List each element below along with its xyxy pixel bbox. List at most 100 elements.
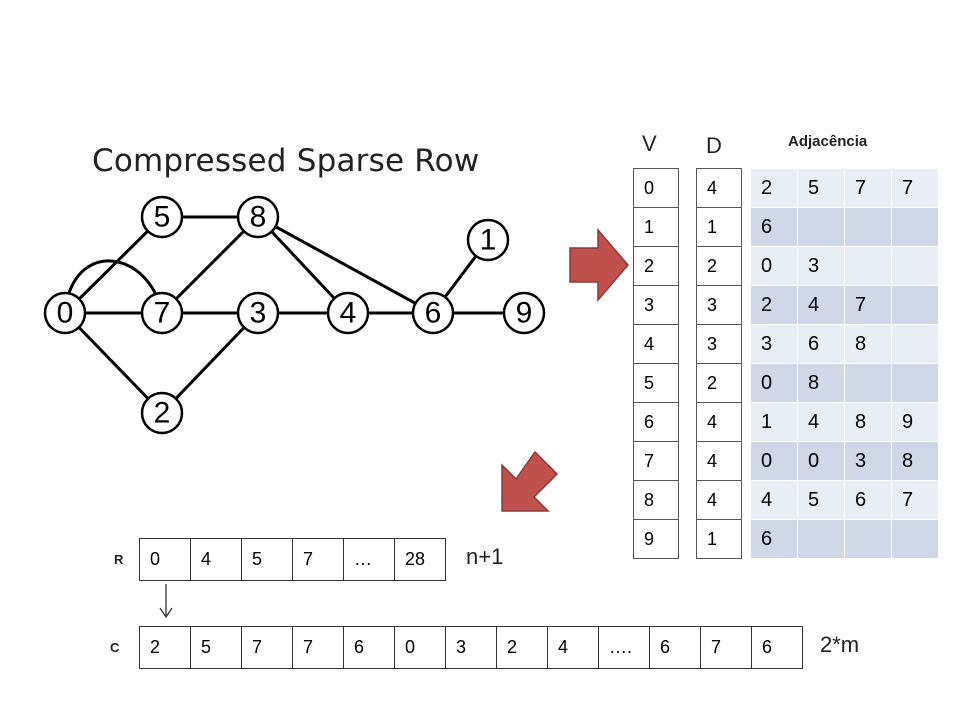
degree-row: 4 xyxy=(696,441,742,481)
degree-cell: 2 xyxy=(696,363,742,403)
vertex-cell: 0 xyxy=(633,168,679,208)
adjacency-row: 6 xyxy=(750,519,939,559)
vertex-row: 1 xyxy=(633,207,679,247)
adjacency-cell: 5 xyxy=(797,480,845,520)
adjacency-cell: 7 xyxy=(891,480,939,520)
svg-text:1: 1 xyxy=(480,224,497,257)
adjacency-cell: 6 xyxy=(797,324,845,364)
degree-column-header: D xyxy=(706,133,722,158)
block-arrow-down-left-icon xyxy=(501,450,559,512)
adjacency-cell: 0 xyxy=(750,246,798,286)
c-array-cell: 2 xyxy=(139,626,191,669)
graph-node-0: 0 xyxy=(43,291,87,335)
adjacency-cell xyxy=(844,519,892,559)
adjacency-cell xyxy=(891,285,939,325)
adjacency-cell: 2 xyxy=(750,285,798,325)
vertex-cell: 8 xyxy=(633,480,679,520)
degree-cell: 1 xyxy=(696,207,742,247)
adjacency-header: Adjacência xyxy=(788,133,868,150)
degree-row: 3 xyxy=(696,285,742,325)
c-array-cell: 7 xyxy=(241,626,293,669)
adjacency-cell: 4 xyxy=(750,480,798,520)
svg-text:9: 9 xyxy=(516,297,533,330)
adjacency-cell: 1 xyxy=(750,402,798,442)
graph-node-6: 6 xyxy=(411,291,455,335)
adjacency-cell: 6 xyxy=(750,207,798,247)
vertex-row: 6 xyxy=(633,402,679,442)
vertex-column-header: V xyxy=(642,131,657,156)
degree-cell: 4 xyxy=(696,480,742,520)
vertex-row: 9 xyxy=(633,519,679,559)
edge-8-4 xyxy=(256,215,350,315)
c-array-cell: 6 xyxy=(751,626,803,669)
c-array-cell: 7 xyxy=(292,626,344,669)
c-array-note: 2*m xyxy=(820,632,860,657)
degree-cell: 4 xyxy=(696,441,742,481)
c-array-table: 2 5 7 7 6 0 3 2 4…. 6 7 6 xyxy=(139,626,803,669)
adjacency-cell: 7 xyxy=(891,168,939,208)
graph-node-9: 9 xyxy=(502,291,546,335)
graph-nodes: 0 7 3 4 6 9 5 8 1 2 xyxy=(43,195,546,435)
edge-8-6 xyxy=(257,215,434,315)
r-array-cell: 0 xyxy=(139,538,191,581)
adjacency-cell: 3 xyxy=(750,324,798,364)
r-array-cell: … xyxy=(343,538,395,581)
vertex-row: 2 xyxy=(633,246,679,286)
c-array-cell: 0 xyxy=(394,626,446,669)
adjacency-cell xyxy=(891,363,939,403)
vertex-cell: 3 xyxy=(633,285,679,325)
adjacency-cell: 0 xyxy=(797,441,845,481)
adjacency-cell xyxy=(891,324,939,364)
c-array-cell: 2 xyxy=(496,626,548,669)
c-array-cell: 7 xyxy=(700,626,752,669)
adjacency-cell: 9 xyxy=(891,402,939,442)
adjacency-cell xyxy=(844,207,892,247)
c-array-cell: 4 xyxy=(547,626,599,669)
edge-0-2 xyxy=(63,311,164,415)
svg-text:3: 3 xyxy=(250,297,267,330)
graph-node-1: 1 xyxy=(466,218,510,262)
adjacency-cell: 3 xyxy=(844,441,892,481)
degree-row: 4 xyxy=(696,402,742,442)
adjacency-cell: 0 xyxy=(750,363,798,403)
vertex-cell: 6 xyxy=(633,402,679,442)
adjacency-cell: 6 xyxy=(844,480,892,520)
r-array-note: n+1 xyxy=(466,544,504,569)
c-array-cell: …. xyxy=(598,626,650,669)
vertex-cell: 9 xyxy=(633,519,679,559)
degree-row: 4 xyxy=(696,168,742,208)
svg-text:6: 6 xyxy=(425,297,442,330)
adjacency-cell xyxy=(797,519,845,559)
svg-text:2: 2 xyxy=(154,397,171,430)
adjacency-cell: 8 xyxy=(844,324,892,364)
r-array-row: 0 4 5 7… 28 xyxy=(139,538,446,581)
degree-cell: 4 xyxy=(696,402,742,442)
adjacency-cell: 4 xyxy=(797,402,845,442)
r-array-label: R xyxy=(114,552,124,567)
c-array-label: C xyxy=(110,640,120,655)
r-array-cell: 7 xyxy=(292,538,344,581)
adjacency-cell: 3 xyxy=(797,246,845,286)
vertex-row: 0 xyxy=(633,168,679,208)
c-array-cell: 5 xyxy=(190,626,242,669)
degree-row: 2 xyxy=(696,363,742,403)
adjacency-cell: 7 xyxy=(844,168,892,208)
degree-cell: 1 xyxy=(696,519,742,559)
svg-text:7: 7 xyxy=(154,297,171,330)
edge-0-5 xyxy=(63,215,164,315)
adjacency-cell xyxy=(891,246,939,286)
adjacency-cell xyxy=(844,363,892,403)
edge-8-7 xyxy=(160,215,260,315)
vertex-cell: 4 xyxy=(633,324,679,364)
graph-node-7: 7 xyxy=(140,291,184,335)
svg-text:5: 5 xyxy=(154,201,171,234)
